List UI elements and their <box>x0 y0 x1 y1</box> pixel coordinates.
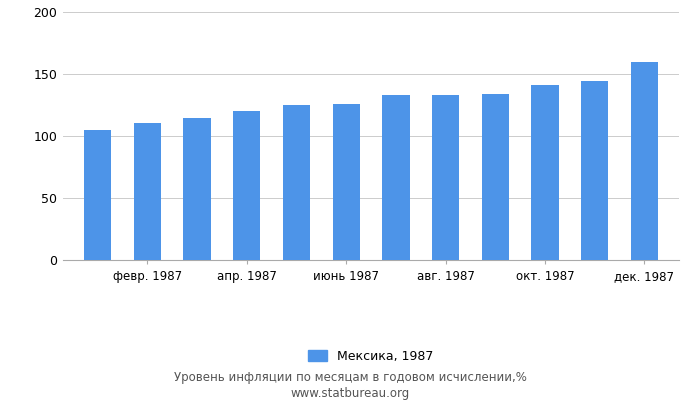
Bar <box>283 105 310 260</box>
Legend: Мексика, 1987: Мексика, 1987 <box>303 345 439 368</box>
Bar <box>84 130 111 260</box>
Bar <box>631 62 658 260</box>
Bar <box>382 94 410 260</box>
Bar <box>482 94 509 260</box>
Text: Уровень инфляции по месяцам в годовом исчислении,%: Уровень инфляции по месяцам в годовом ис… <box>174 372 526 384</box>
Bar <box>233 111 260 260</box>
Bar <box>432 95 459 260</box>
Text: www.statbureau.org: www.statbureau.org <box>290 388 410 400</box>
Bar <box>183 118 211 260</box>
Bar <box>332 104 360 260</box>
Bar <box>531 85 559 260</box>
Bar <box>581 82 608 260</box>
Bar <box>134 123 161 260</box>
